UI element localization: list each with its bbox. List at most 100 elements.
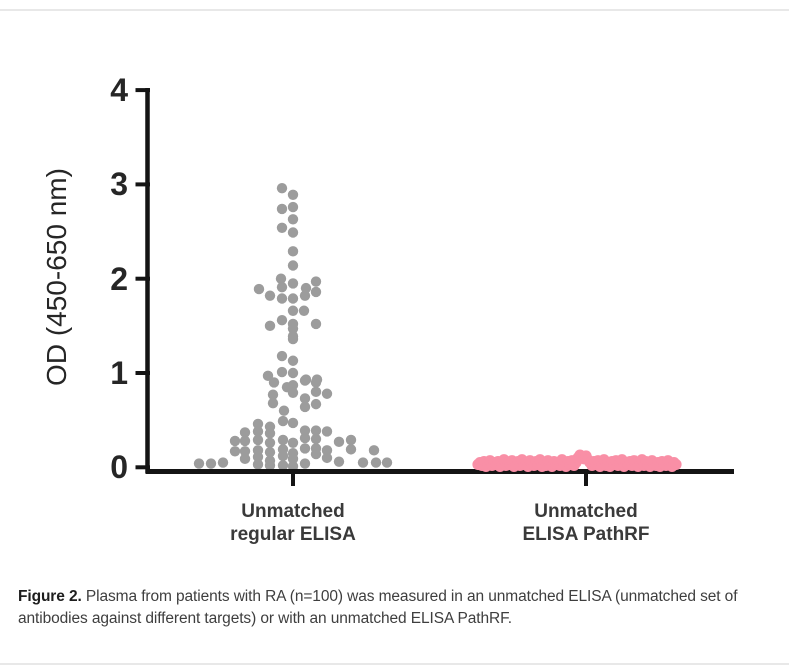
data-point-gray: [310, 318, 322, 330]
figure-caption: Figure 2. Plasma from patients with RA (…: [18, 586, 774, 630]
data-point-gray: [252, 459, 264, 470]
data-point-gray: [333, 456, 345, 467]
data-point-gray: [264, 447, 276, 458]
data-point-gray: [253, 283, 265, 295]
data-point-gray: [345, 434, 357, 446]
data-point-gray: [287, 278, 299, 289]
data-point-gray: [264, 428, 276, 439]
data-point-gray: [299, 375, 311, 386]
data-point-gray: [287, 305, 299, 316]
data-point-gray: [310, 433, 322, 445]
data-point-gray: [299, 401, 311, 413]
group2-label-line2: ELISA PathRF: [522, 524, 650, 545]
data-point-gray: [277, 434, 289, 446]
y-tick-label-4: 4: [110, 72, 128, 108]
data-point-gray: [252, 418, 264, 430]
data-point-gray: [277, 415, 289, 427]
data-point-gray: [239, 446, 251, 457]
y-tick-label-3: 3: [110, 166, 128, 202]
data-point-gray: [299, 458, 311, 469]
data-point-gray: [310, 276, 322, 287]
data-point-gray: [276, 293, 288, 304]
data-point-gray: [287, 333, 299, 345]
data-point-gray: [277, 460, 289, 471]
data-point-gray: [310, 377, 322, 388]
y-tick-label-2: 2: [110, 261, 128, 297]
data-point-gray: [299, 432, 311, 444]
data-point-gray: [264, 437, 276, 448]
top-divider: [0, 9, 789, 11]
data-point-gray: [370, 457, 382, 468]
group-label-unmatched-elisa-pathrf: Unmatched ELISA PathRF: [476, 500, 696, 546]
y-tick-label-1: 1: [110, 355, 128, 391]
data-point-gray: [276, 203, 288, 215]
data-point-gray: [287, 227, 299, 238]
data-point-gray: [310, 398, 322, 410]
data-point-gray: [264, 460, 276, 471]
caption-line2: antibodies against different targets) or…: [18, 610, 512, 627]
data-point-gray: [298, 305, 310, 316]
data-point-gray: [276, 281, 288, 293]
data-point-gray: [217, 457, 229, 468]
data-point-gray: [287, 367, 299, 379]
data-point-gray: [287, 437, 299, 448]
data-point-gray: [278, 405, 290, 416]
data-point-gray: [321, 426, 333, 437]
data-point-gray: [252, 426, 264, 437]
bottom-divider: [0, 663, 789, 665]
group2-label-line1: Unmatched: [534, 501, 638, 522]
data-point-gray: [287, 417, 299, 429]
data-point-gray: [275, 273, 287, 284]
data-point-gray: [239, 427, 251, 438]
data-point-gray: [321, 445, 333, 456]
data-point-gray: [287, 293, 299, 304]
y-axis-title: OD (450-650 nm): [41, 168, 72, 386]
data-point-gray: [310, 448, 322, 460]
data-point-gray: [193, 458, 205, 469]
data-point-gray: [310, 286, 322, 298]
data-point-gray: [287, 201, 299, 213]
data-point-gray: [276, 314, 288, 326]
data-point-gray: [333, 436, 345, 448]
data-point-gray: [276, 182, 288, 194]
data-point-gray: [276, 350, 288, 362]
data-point-gray: [345, 444, 357, 455]
group1-label-line2: regular ELISA: [230, 524, 356, 545]
caption-line1: Plasma from patients with RA (n=100) was…: [85, 588, 738, 605]
data-point-gray: [321, 388, 333, 399]
data-point-gray: [381, 457, 393, 468]
data-point-gray: [287, 214, 299, 225]
group1-label-line1: Unmatched: [241, 501, 345, 522]
data-point-gray: [229, 435, 241, 447]
data-point-gray: [287, 387, 299, 399]
data-point-gray: [262, 370, 274, 382]
data-point-gray: [357, 457, 369, 468]
data-point-gray: [287, 355, 299, 366]
data-point-gray: [239, 453, 251, 465]
y-tick-label-0: 0: [110, 449, 128, 485]
data-point-gray: [287, 453, 299, 465]
data-point-gray: [277, 450, 289, 462]
data-point-gray: [287, 246, 299, 257]
data-point-gray: [268, 377, 280, 388]
data-point-gray: [264, 320, 276, 332]
data-point-gray: [239, 435, 251, 447]
data-point-gray: [264, 290, 276, 301]
data-point-gray: [287, 461, 299, 472]
caption-label: Figure 2.: [18, 588, 82, 605]
data-point-gray: [310, 386, 322, 398]
data-point-pink: [670, 458, 682, 471]
dotplot-svg: [135, 88, 734, 486]
data-point-gray: [267, 389, 279, 400]
data-point-gray: [252, 451, 264, 463]
data-point-gray: [368, 445, 380, 456]
data-point-gray: [276, 222, 288, 233]
data-point-gray: [299, 425, 311, 436]
data-point-gray: [287, 189, 299, 200]
data-point-gray: [229, 446, 241, 457]
data-point-gray: [287, 260, 299, 271]
data-point-gray: [321, 452, 333, 464]
data-point-gray: [299, 393, 311, 404]
data-point-gray: [267, 397, 279, 409]
